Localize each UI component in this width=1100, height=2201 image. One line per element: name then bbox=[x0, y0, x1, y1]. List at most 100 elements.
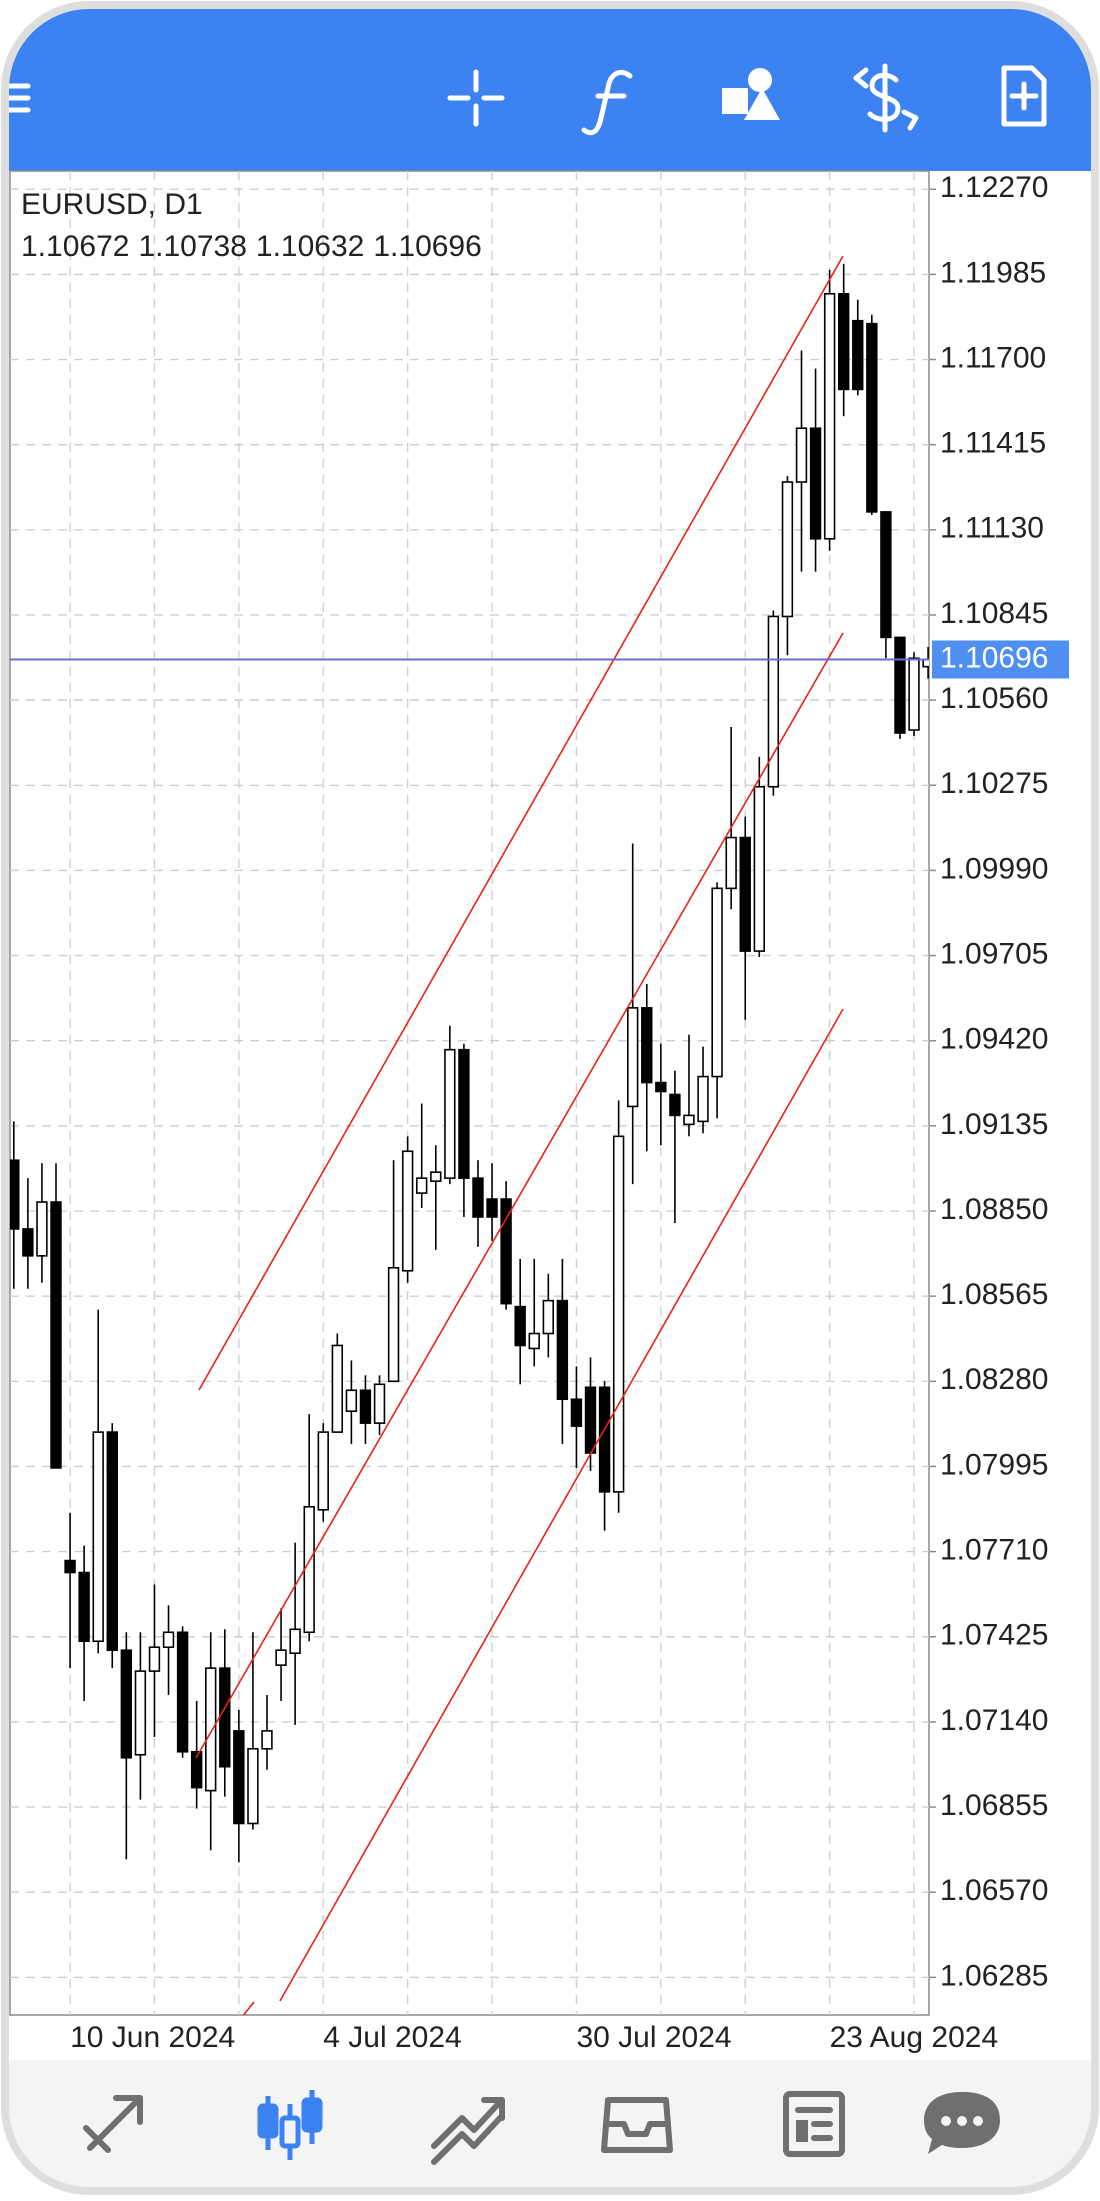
y-tick-label: 1.08850 bbox=[940, 1193, 1048, 1226]
y-tick-label: 1.11415 bbox=[940, 427, 1046, 460]
candle-body bbox=[444, 1048, 456, 1179]
y-tick-label: 1.10560 bbox=[940, 682, 1048, 715]
trade-button[interactable] bbox=[853, 63, 919, 133]
y-tick-label: 1.09990 bbox=[940, 852, 1048, 885]
candles bbox=[10, 263, 929, 1863]
y-tick-label: 1.06570 bbox=[940, 1874, 1048, 1907]
nav-history[interactable] bbox=[601, 2097, 673, 2153]
candle-body bbox=[345, 1389, 358, 1412]
candle-body bbox=[528, 1332, 540, 1350]
candle-body bbox=[894, 636, 906, 734]
y-tick-label: 1.12270 bbox=[940, 171, 1048, 204]
candle-body bbox=[641, 1007, 653, 1084]
toolbar bbox=[5, 5, 1095, 171]
y-tick-label: 1.09705 bbox=[940, 937, 1048, 970]
nav-messages[interactable] bbox=[924, 2092, 1000, 2154]
nav-quotes[interactable] bbox=[83, 2095, 143, 2153]
channel-line bbox=[241, 2001, 255, 2015]
grid: 1.12270 1.11985 1.11700 1.11415 1.11130 1.108… bbox=[10, 171, 1048, 2054]
candle-body bbox=[795, 427, 808, 483]
candle-body bbox=[92, 1431, 104, 1643]
x-tick-label: 4 Jul 2024 bbox=[323, 2021, 461, 2054]
candle-body bbox=[655, 1081, 667, 1093]
candle-body bbox=[233, 1730, 245, 1825]
candle-body bbox=[416, 1177, 428, 1194]
channel-line bbox=[198, 255, 844, 1391]
candle-body bbox=[556, 1299, 569, 1401]
candle-body bbox=[697, 1075, 709, 1123]
candle-body bbox=[219, 1667, 231, 1768]
indicators-button[interactable] bbox=[581, 70, 633, 136]
new-order-button[interactable] bbox=[1001, 65, 1047, 127]
candle-body bbox=[190, 1750, 203, 1789]
y-tick-label: 1.07710 bbox=[940, 1534, 1048, 1567]
candle-body bbox=[10, 1159, 20, 1230]
candle-body bbox=[781, 481, 794, 618]
candle-body bbox=[823, 292, 836, 540]
ohlc-close: 1.10696 bbox=[373, 230, 481, 263]
channel-line bbox=[195, 632, 844, 1759]
candle-body bbox=[866, 322, 878, 513]
y-tick-label: 1.08565 bbox=[940, 1278, 1048, 1311]
y-tick-label: 1.11985 bbox=[940, 256, 1046, 289]
nav-chart[interactable] bbox=[257, 2090, 323, 2160]
candle-body bbox=[767, 615, 780, 788]
bottom-nav bbox=[5, 2060, 1095, 2191]
candle-body bbox=[669, 1093, 681, 1117]
y-tick-label: 1.11130 bbox=[940, 512, 1044, 545]
candle-body bbox=[247, 1747, 259, 1825]
candle-body bbox=[176, 1631, 189, 1753]
candle-body bbox=[430, 1171, 442, 1182]
crosshair-button[interactable] bbox=[447, 69, 505, 127]
y-tick-label: 1.06855 bbox=[940, 1789, 1048, 1822]
nav-news[interactable] bbox=[783, 2091, 845, 2157]
candle-body bbox=[711, 887, 723, 1078]
plot-border bbox=[9, 170, 930, 2016]
candle-body bbox=[162, 1631, 175, 1649]
candle-body bbox=[683, 1114, 695, 1126]
candle-body bbox=[809, 427, 822, 540]
y-tick-label: 1.07425 bbox=[940, 1619, 1048, 1652]
candle-body bbox=[303, 1505, 315, 1634]
candle-body bbox=[64, 1559, 76, 1574]
y-tick-label: 1.07995 bbox=[940, 1448, 1048, 1481]
symbol-title: EURUSD, D1 bbox=[21, 188, 203, 221]
nav-trade[interactable] bbox=[431, 2097, 505, 2165]
ohlc-readout: 1.10672 1.10738 1.10632 1.10696 bbox=[21, 230, 482, 263]
candle-body bbox=[22, 1228, 34, 1257]
candle-body bbox=[739, 836, 751, 952]
objects-button[interactable] bbox=[722, 68, 780, 120]
candle-body bbox=[275, 1649, 287, 1666]
candle-body bbox=[50, 1201, 62, 1469]
y-tick-label: 1.09135 bbox=[940, 1108, 1048, 1141]
x-tick-label: 10 Jun 2024 bbox=[70, 2021, 235, 2054]
candle-body bbox=[289, 1628, 301, 1654]
candle-body bbox=[373, 1383, 386, 1424]
price-label: 1.10696 bbox=[940, 641, 1048, 674]
x-tick-label: 30 Jul 2024 bbox=[576, 2021, 731, 2054]
ohlc-low: 1.10632 bbox=[256, 230, 364, 263]
candle-body bbox=[837, 292, 850, 391]
candle-body bbox=[852, 319, 864, 391]
candle-body bbox=[458, 1048, 470, 1179]
y-tick-label: 1.09420 bbox=[940, 1023, 1048, 1056]
candle-body bbox=[514, 1305, 526, 1347]
channel-line bbox=[279, 1008, 844, 2002]
candle-body bbox=[627, 1007, 639, 1108]
candle-body bbox=[78, 1571, 90, 1643]
x-tick-label: 23 Aug 2024 bbox=[830, 2021, 999, 2054]
candle-body bbox=[331, 1344, 344, 1433]
ohlc-high: 1.10738 bbox=[138, 230, 246, 263]
candle-body bbox=[725, 836, 737, 890]
candle-body bbox=[261, 1730, 273, 1750]
candle-body bbox=[387, 1266, 400, 1383]
candle-body bbox=[472, 1177, 484, 1218]
candle-body bbox=[880, 511, 892, 639]
overlay: 1.10696 bbox=[10, 640, 1069, 679]
menu-button[interactable] bbox=[5, 83, 31, 113]
candle-body bbox=[134, 1670, 147, 1756]
y-tick-label: 1.07140 bbox=[940, 1704, 1048, 1737]
